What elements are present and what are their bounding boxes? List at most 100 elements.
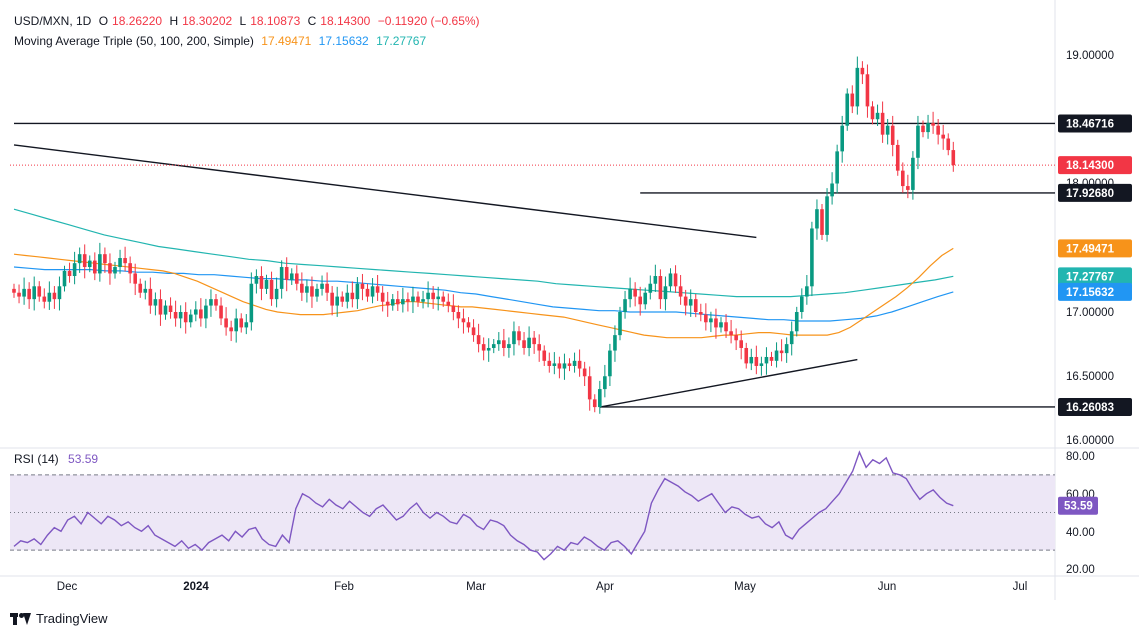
candle-body [411, 296, 415, 302]
candle-body [471, 327, 476, 336]
candle-body [683, 296, 688, 306]
candle-body [138, 283, 143, 293]
candle-body [906, 186, 910, 190]
candle-body [476, 335, 481, 345]
candle-body [895, 144, 900, 171]
candle-body [603, 376, 607, 390]
candle-body [643, 292, 648, 305]
candle-body [744, 347, 749, 364]
candle-body [279, 267, 284, 289]
candle-body [330, 292, 334, 306]
high-value: 18.30202 [182, 14, 233, 28]
candle-body [522, 340, 526, 348]
candle-body [82, 254, 87, 268]
candle-body [941, 134, 945, 139]
candle-body [118, 258, 122, 268]
candle-body [204, 305, 208, 319]
candle-body [623, 299, 627, 312]
candle-body [693, 299, 698, 312]
candle-body [688, 299, 693, 306]
candle-body [310, 286, 314, 297]
candle-body [360, 283, 365, 289]
candle-body [269, 279, 274, 300]
candle-body [673, 273, 678, 287]
candle-body [17, 292, 21, 297]
candle-body [466, 322, 471, 328]
candle-body [582, 368, 587, 377]
candle-body [380, 292, 385, 302]
candle-body [416, 296, 420, 302]
symbol-label[interactable]: USD/MXN, 1D [14, 14, 92, 28]
candle-body [648, 283, 653, 293]
candle-body [396, 299, 400, 305]
price-label: 17.27767 [1066, 271, 1114, 283]
candle-body [719, 322, 723, 328]
price-label-box [1058, 156, 1132, 175]
candle-body [98, 254, 102, 274]
candle-body [481, 344, 486, 351]
candle-body [537, 344, 541, 351]
candle-body [562, 363, 567, 369]
candle-body [608, 350, 612, 377]
candle-body [587, 376, 592, 400]
candle-body [456, 312, 461, 319]
price-label: 17.15632 [1066, 287, 1114, 299]
candle-body [254, 276, 259, 284]
open-value: 18.26220 [112, 14, 163, 28]
candle-body [108, 263, 112, 274]
candle-body [259, 276, 264, 289]
rsi-value: 53.59 [68, 452, 99, 466]
candle-body [598, 389, 602, 408]
price-label-box [1058, 114, 1132, 133]
price-label: 18.46716 [1066, 118, 1114, 130]
candle-body [860, 67, 865, 75]
ma-title[interactable]: Moving Average Triple (50, 100, 200, Sim… [14, 34, 254, 48]
candle-body [613, 335, 617, 351]
candle-body [542, 350, 547, 361]
trend-line[interactable] [13, 144, 757, 239]
tradingview-footer[interactable]: TradingView [10, 611, 108, 626]
candle-body [148, 288, 153, 306]
candle-body [800, 296, 804, 312]
candle-body [300, 283, 304, 293]
candle-body [951, 150, 956, 166]
candle-body [320, 283, 324, 289]
candle-body [532, 337, 536, 345]
candle-body [385, 301, 390, 306]
candle-body [567, 363, 572, 366]
candle-body [340, 296, 345, 302]
candle-body [27, 288, 31, 300]
candle-body [183, 312, 188, 323]
candle-body [870, 106, 875, 120]
trend-line[interactable] [599, 358, 858, 408]
candle-body [699, 312, 703, 315]
candle-body [284, 267, 289, 280]
candle-body [365, 288, 370, 297]
price-label: 18.14300 [1066, 160, 1114, 172]
rsi-title[interactable]: RSI (14) [14, 452, 59, 466]
candle-body [916, 125, 920, 158]
rsi-tick-label: 20.00 [1066, 564, 1095, 576]
rsi-tick-label: 40.00 [1066, 527, 1095, 539]
candle-body [512, 331, 516, 345]
candle-body [289, 273, 294, 280]
candle-body [239, 318, 244, 328]
candle-body [37, 286, 42, 297]
candle-body [486, 347, 491, 351]
candle-body [502, 340, 506, 348]
candle-body [789, 331, 794, 345]
candle-body [875, 112, 880, 120]
candle-body [577, 360, 582, 369]
candle-body [355, 283, 360, 300]
candle-body [274, 288, 279, 300]
candle-body [845, 93, 850, 126]
candle-body [173, 312, 178, 319]
candle-body [759, 363, 764, 366]
candle-body [178, 312, 183, 319]
candle-body [249, 283, 254, 323]
candle-body [345, 292, 350, 302]
candle-body [42, 296, 47, 302]
candle-body [865, 74, 870, 107]
candle-body [709, 318, 713, 323]
candle-body [446, 301, 451, 306]
